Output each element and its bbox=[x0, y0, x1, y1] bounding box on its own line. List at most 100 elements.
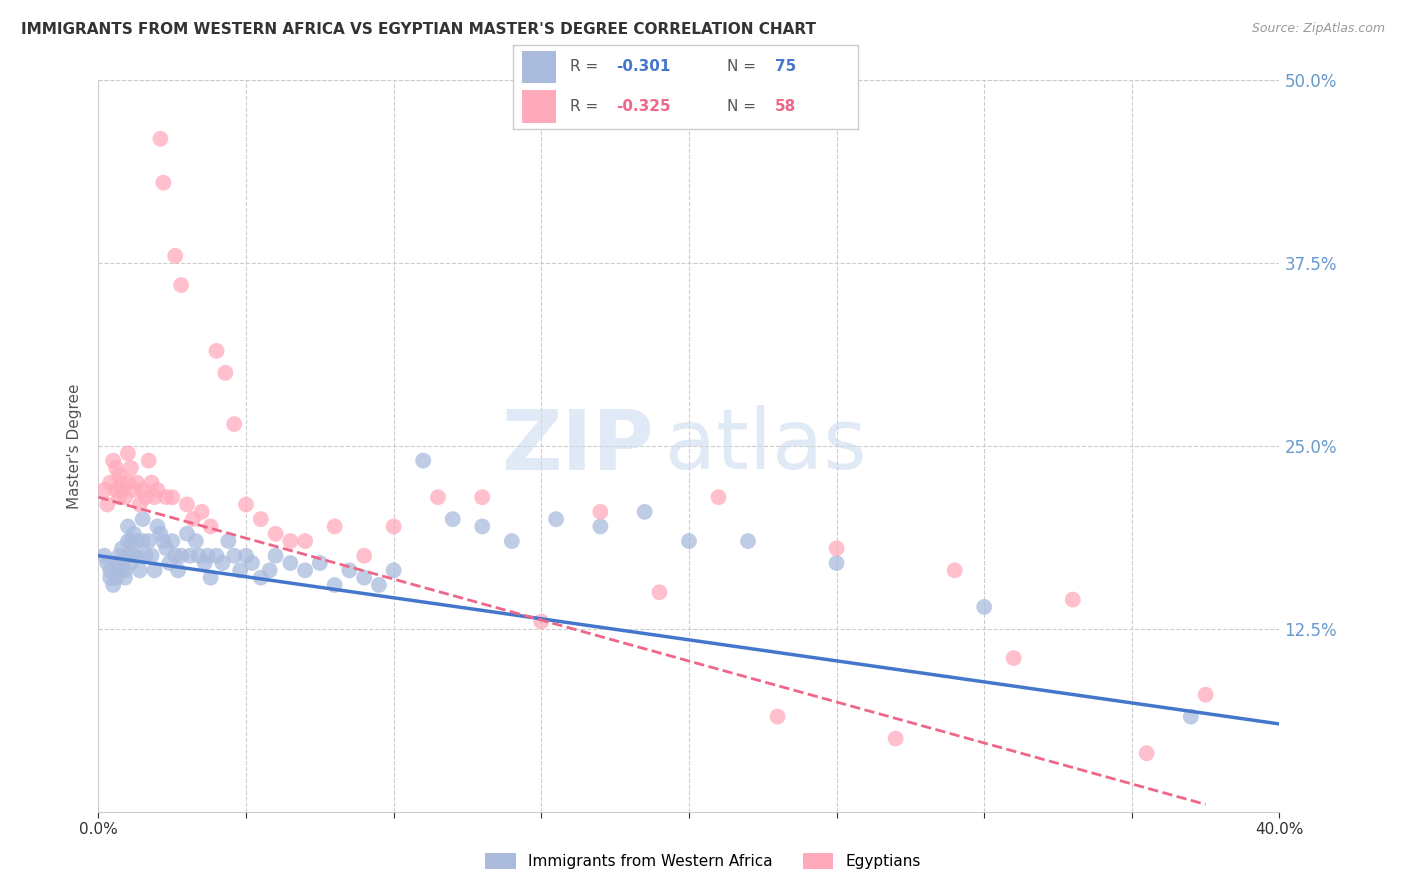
Point bbox=[589, 519, 612, 533]
Point bbox=[149, 132, 172, 146]
Point bbox=[108, 563, 131, 577]
Point bbox=[111, 541, 134, 556]
Point bbox=[93, 549, 115, 563]
Point bbox=[1062, 592, 1084, 607]
Point bbox=[122, 549, 145, 563]
Point bbox=[259, 563, 281, 577]
Point bbox=[471, 519, 494, 533]
Text: N =: N = bbox=[727, 59, 761, 74]
Point bbox=[117, 534, 139, 549]
Point bbox=[501, 534, 523, 549]
Point bbox=[152, 534, 174, 549]
Point bbox=[1136, 746, 1159, 760]
Text: R =: R = bbox=[569, 59, 603, 74]
Text: 58: 58 bbox=[775, 99, 796, 114]
Point bbox=[117, 519, 139, 533]
Point bbox=[648, 585, 671, 599]
Point bbox=[264, 526, 287, 541]
Point bbox=[108, 468, 131, 483]
Point bbox=[141, 549, 163, 563]
Point bbox=[120, 556, 142, 570]
Point bbox=[737, 534, 759, 549]
Bar bbox=[522, 51, 557, 83]
Point bbox=[224, 417, 246, 431]
Point bbox=[825, 541, 848, 556]
Point bbox=[96, 556, 118, 570]
Text: R =: R = bbox=[569, 99, 603, 114]
Point bbox=[132, 534, 155, 549]
Point bbox=[146, 483, 169, 497]
Point bbox=[132, 512, 155, 526]
Point bbox=[155, 490, 177, 504]
Bar bbox=[522, 90, 557, 122]
Point bbox=[93, 483, 115, 497]
Point bbox=[105, 461, 128, 475]
Point bbox=[120, 534, 142, 549]
Point bbox=[114, 571, 136, 585]
Point bbox=[191, 505, 214, 519]
Point bbox=[138, 534, 160, 549]
Point bbox=[165, 549, 187, 563]
Point bbox=[176, 498, 198, 512]
Point bbox=[205, 343, 228, 358]
Point bbox=[162, 490, 183, 504]
Point bbox=[382, 563, 405, 577]
Point bbox=[943, 563, 966, 577]
Point bbox=[120, 461, 142, 475]
Point bbox=[197, 549, 219, 563]
Point bbox=[187, 549, 209, 563]
Point bbox=[368, 578, 391, 592]
Point bbox=[309, 556, 332, 570]
Point bbox=[323, 578, 346, 592]
Point bbox=[128, 498, 150, 512]
Point bbox=[294, 534, 316, 549]
Point bbox=[427, 490, 450, 504]
Point bbox=[111, 475, 134, 490]
Point bbox=[103, 578, 125, 592]
Point bbox=[707, 490, 730, 504]
Point bbox=[181, 512, 204, 526]
Point bbox=[884, 731, 907, 746]
Point bbox=[229, 563, 252, 577]
Text: N =: N = bbox=[727, 99, 761, 114]
Point bbox=[152, 176, 174, 190]
Point bbox=[125, 549, 148, 563]
Y-axis label: Master's Degree: Master's Degree bbox=[67, 384, 83, 508]
Point bbox=[678, 534, 700, 549]
Point bbox=[122, 483, 145, 497]
Point bbox=[280, 556, 302, 570]
Point bbox=[98, 475, 121, 490]
Point bbox=[165, 249, 187, 263]
Text: atlas: atlas bbox=[665, 406, 868, 486]
Point bbox=[108, 490, 131, 504]
Point bbox=[200, 519, 222, 533]
Point bbox=[184, 534, 207, 549]
Point bbox=[240, 556, 263, 570]
Point bbox=[125, 534, 148, 549]
Text: -0.325: -0.325 bbox=[616, 99, 671, 114]
Point bbox=[146, 519, 169, 533]
Point bbox=[132, 483, 155, 497]
Point bbox=[250, 512, 273, 526]
Point bbox=[589, 505, 612, 519]
Point bbox=[114, 490, 136, 504]
Point bbox=[1195, 688, 1218, 702]
Point bbox=[1180, 709, 1202, 723]
Text: IMMIGRANTS FROM WESTERN AFRICA VS EGYPTIAN MASTER'S DEGREE CORRELATION CHART: IMMIGRANTS FROM WESTERN AFRICA VS EGYPTI… bbox=[21, 22, 815, 37]
Point bbox=[634, 505, 657, 519]
Point bbox=[98, 563, 121, 577]
Point bbox=[105, 556, 128, 570]
Point bbox=[170, 549, 193, 563]
Point bbox=[135, 490, 157, 504]
Point bbox=[323, 519, 346, 533]
Point bbox=[412, 453, 434, 467]
Point bbox=[167, 563, 190, 577]
Point bbox=[224, 549, 246, 563]
Point bbox=[96, 498, 118, 512]
Point bbox=[214, 366, 236, 380]
Point bbox=[546, 512, 568, 526]
Legend: Immigrants from Western Africa, Egyptians: Immigrants from Western Africa, Egyptian… bbox=[479, 847, 927, 875]
Point bbox=[143, 490, 166, 504]
Point bbox=[176, 526, 198, 541]
Point bbox=[211, 556, 233, 570]
